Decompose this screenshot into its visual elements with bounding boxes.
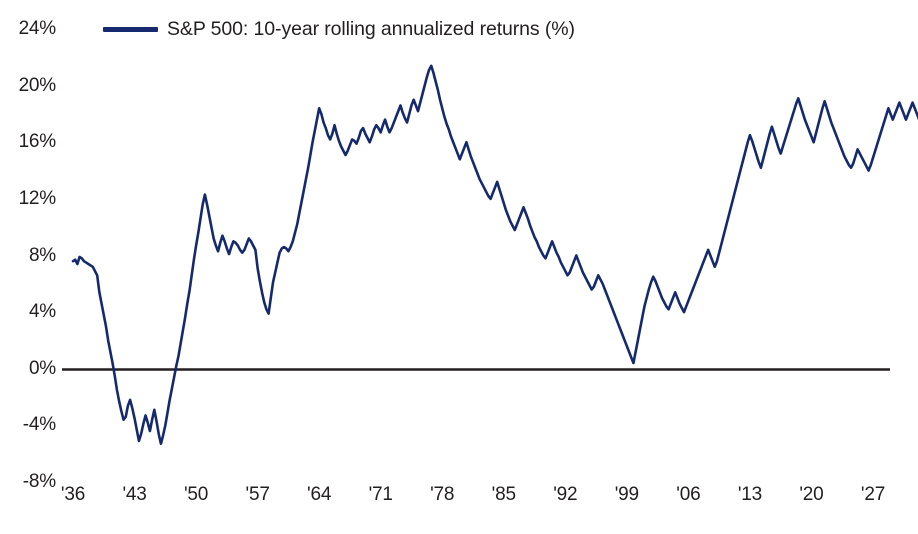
y-axis-tick-label: -4% (22, 414, 56, 436)
x-axis-tick-label: '57 (245, 484, 270, 505)
x-axis-tick-label: '99 (614, 484, 639, 505)
x-axis-tick-label: '64 (307, 484, 332, 505)
x-axis-tick-label: '50 (183, 484, 209, 505)
x-axis-tick-label: '27 (860, 484, 886, 505)
y-axis-tick-label: 20% (18, 74, 57, 96)
x-axis-tick-label: '06 (676, 484, 701, 505)
x-axis-tick-label: '85 (491, 484, 516, 505)
legend-label: S&P 500: 10-year rolling annualized retu… (167, 17, 575, 40)
x-axis-tick-label: '92 (553, 484, 578, 505)
x-axis-tick-label: '20 (799, 484, 824, 505)
y-axis-tick-label: 4% (28, 301, 56, 323)
x-axis-tick-label: '43 (122, 484, 147, 505)
series-line-sp500 (71, 64, 918, 446)
y-axis-tick-label: -8% (22, 471, 56, 492)
x-axis-tick-label: '13 (737, 484, 763, 505)
y-axis-tick-label: 8% (28, 244, 56, 266)
x-axis-tick-label: '71 (368, 484, 393, 505)
y-axis: 24% 20% 16% 12% 8% 4% 0% -4% -8% (0, 0, 57, 534)
x-axis-tick-label: '36 (60, 484, 86, 505)
chart-legend: S&P 500: 10-year rolling annualized retu… (103, 17, 575, 41)
y-axis-tick-label: 16% (18, 131, 57, 153)
y-axis-tick-label: 24% (18, 18, 57, 39)
legend-color-swatch (103, 26, 158, 32)
y-axis-tick-label: 12% (18, 187, 57, 209)
x-axis-tick-label: '78 (430, 484, 455, 505)
y-axis-tick-label: 0% (28, 357, 56, 379)
